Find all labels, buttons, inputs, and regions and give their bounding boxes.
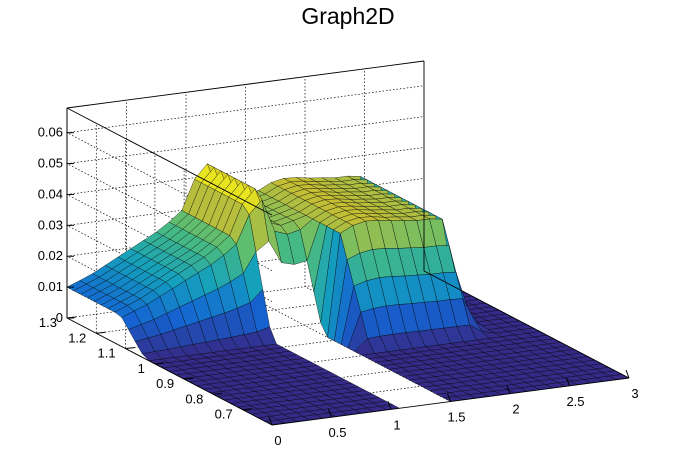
x-tick-label: 0.5 — [328, 425, 346, 440]
x-tick — [387, 401, 392, 410]
x-tick — [447, 393, 451, 402]
y-tick-label: 1.1 — [97, 346, 115, 361]
x-tick — [506, 385, 511, 394]
x-tick-label: 2.5 — [566, 394, 584, 409]
y-tick-label: 0.9 — [156, 376, 174, 391]
x-tick — [328, 408, 332, 418]
grid-line — [66, 108, 425, 319]
x-tick — [268, 416, 273, 426]
z-tick-label: 0.04 — [38, 186, 63, 201]
box-edge — [66, 60, 425, 109]
box-edge — [66, 107, 273, 216]
y-tick — [125, 347, 135, 350]
y-tick-label: 1.2 — [68, 330, 86, 345]
x-tick-label: 1 — [393, 417, 400, 432]
y-tick-label: 0.7 — [215, 407, 233, 422]
y-tick — [66, 316, 77, 319]
y-tick-label: 1.3 — [39, 315, 57, 330]
x-tick-label: 3 — [631, 386, 638, 401]
y-tick-label: 0.8 — [185, 391, 203, 406]
y-tick — [184, 377, 194, 380]
z-tick-label: 0.06 — [38, 125, 63, 140]
axis-layer: 0 0.01 0.02 0.03 0.04 0.05 0.06 0 0.5 1 1.5 2 2.5 3 0.… — [38, 108, 639, 448]
y-tick — [154, 362, 164, 365]
x-tick — [625, 369, 630, 379]
box-edge — [423, 270, 630, 379]
x-tick-label: 0 — [274, 433, 281, 448]
z-tick-label: 0.01 — [38, 279, 63, 294]
y-tick — [242, 408, 252, 411]
x-tick-label: 1.5 — [447, 410, 465, 425]
x-tick — [566, 377, 570, 387]
box-edge — [66, 317, 273, 426]
y-tick — [213, 392, 223, 395]
z-tick-label: 0 — [56, 310, 63, 325]
z-tick-label: 0.03 — [38, 217, 63, 232]
z-tick-label: 0.02 — [38, 248, 63, 263]
surface-layer — [66, 163, 630, 426]
z-tick-label: 0.05 — [38, 156, 63, 171]
chart-title: Graph2D — [301, 3, 395, 29]
y-tick-label: 1 — [138, 361, 145, 376]
y-tick — [96, 331, 106, 334]
x-tick-label: 2 — [512, 402, 519, 417]
